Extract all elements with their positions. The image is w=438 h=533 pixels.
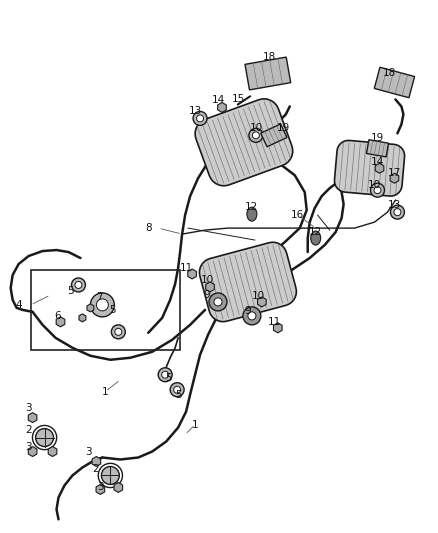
Circle shape [197, 115, 204, 122]
Polygon shape [206, 282, 214, 292]
Text: 15: 15 [231, 94, 244, 104]
Polygon shape [114, 482, 123, 492]
Text: 13: 13 [388, 200, 401, 210]
Circle shape [111, 325, 125, 339]
Text: 17: 17 [388, 168, 401, 178]
Circle shape [390, 205, 404, 219]
Text: 18: 18 [263, 52, 276, 61]
Polygon shape [28, 413, 37, 423]
Text: 18: 18 [383, 68, 396, 77]
Circle shape [170, 383, 184, 397]
Circle shape [101, 466, 119, 484]
Circle shape [252, 132, 259, 139]
Polygon shape [367, 140, 389, 157]
Circle shape [71, 278, 85, 292]
Text: 12: 12 [245, 202, 258, 212]
Text: 16: 16 [291, 210, 304, 220]
Circle shape [243, 307, 261, 325]
Text: 3: 3 [25, 441, 32, 451]
Text: 19: 19 [277, 123, 290, 133]
Circle shape [90, 293, 114, 317]
Circle shape [96, 299, 108, 311]
Polygon shape [375, 163, 384, 173]
Polygon shape [245, 57, 291, 90]
Ellipse shape [311, 231, 321, 245]
Polygon shape [96, 484, 105, 495]
Text: 3: 3 [85, 447, 92, 457]
Circle shape [209, 293, 227, 311]
Text: 3: 3 [25, 402, 32, 413]
Text: 8: 8 [145, 223, 152, 233]
Text: 6: 6 [54, 311, 61, 321]
Text: 10: 10 [201, 275, 214, 285]
Circle shape [162, 371, 169, 378]
Polygon shape [188, 269, 196, 279]
Text: 11: 11 [180, 263, 193, 273]
Text: 7: 7 [96, 292, 102, 302]
Polygon shape [374, 67, 415, 98]
Bar [31, 270, 180, 350]
Circle shape [394, 208, 401, 216]
Polygon shape [390, 173, 399, 183]
Polygon shape [199, 242, 297, 322]
Text: 1: 1 [102, 386, 109, 397]
Text: 5: 5 [165, 373, 171, 383]
Text: 10: 10 [249, 123, 262, 133]
Circle shape [115, 328, 122, 335]
Text: 5: 5 [109, 305, 116, 315]
Polygon shape [261, 124, 287, 147]
Polygon shape [335, 141, 405, 196]
Text: 13: 13 [188, 107, 202, 116]
Polygon shape [48, 447, 57, 456]
Ellipse shape [247, 207, 257, 221]
Polygon shape [92, 456, 101, 466]
Text: 11: 11 [268, 317, 282, 327]
Circle shape [75, 281, 82, 288]
Text: 4: 4 [15, 300, 22, 310]
Text: 5: 5 [67, 286, 74, 296]
Circle shape [158, 368, 172, 382]
Text: 1: 1 [192, 419, 198, 430]
Text: 10: 10 [368, 180, 381, 190]
Polygon shape [28, 447, 37, 456]
Text: 19: 19 [371, 133, 384, 143]
Circle shape [371, 183, 385, 197]
Text: 2: 2 [92, 464, 99, 474]
Circle shape [173, 386, 180, 393]
Text: 9: 9 [244, 306, 251, 316]
Polygon shape [79, 314, 86, 322]
Circle shape [248, 312, 256, 320]
Text: 5: 5 [175, 390, 181, 400]
Text: 14: 14 [212, 95, 225, 106]
Text: 14: 14 [371, 157, 384, 167]
Polygon shape [218, 102, 226, 112]
Polygon shape [258, 297, 266, 307]
Polygon shape [56, 317, 65, 327]
Text: 2: 2 [25, 425, 32, 434]
Circle shape [374, 187, 381, 193]
Circle shape [193, 111, 207, 125]
Circle shape [249, 128, 263, 142]
Polygon shape [273, 323, 282, 333]
Polygon shape [87, 304, 94, 312]
Text: 12: 12 [309, 227, 322, 237]
Text: 3: 3 [97, 482, 104, 492]
Text: 10: 10 [251, 291, 265, 301]
Polygon shape [195, 99, 293, 185]
Text: 9: 9 [204, 290, 210, 300]
Circle shape [35, 429, 53, 447]
Circle shape [214, 298, 222, 306]
